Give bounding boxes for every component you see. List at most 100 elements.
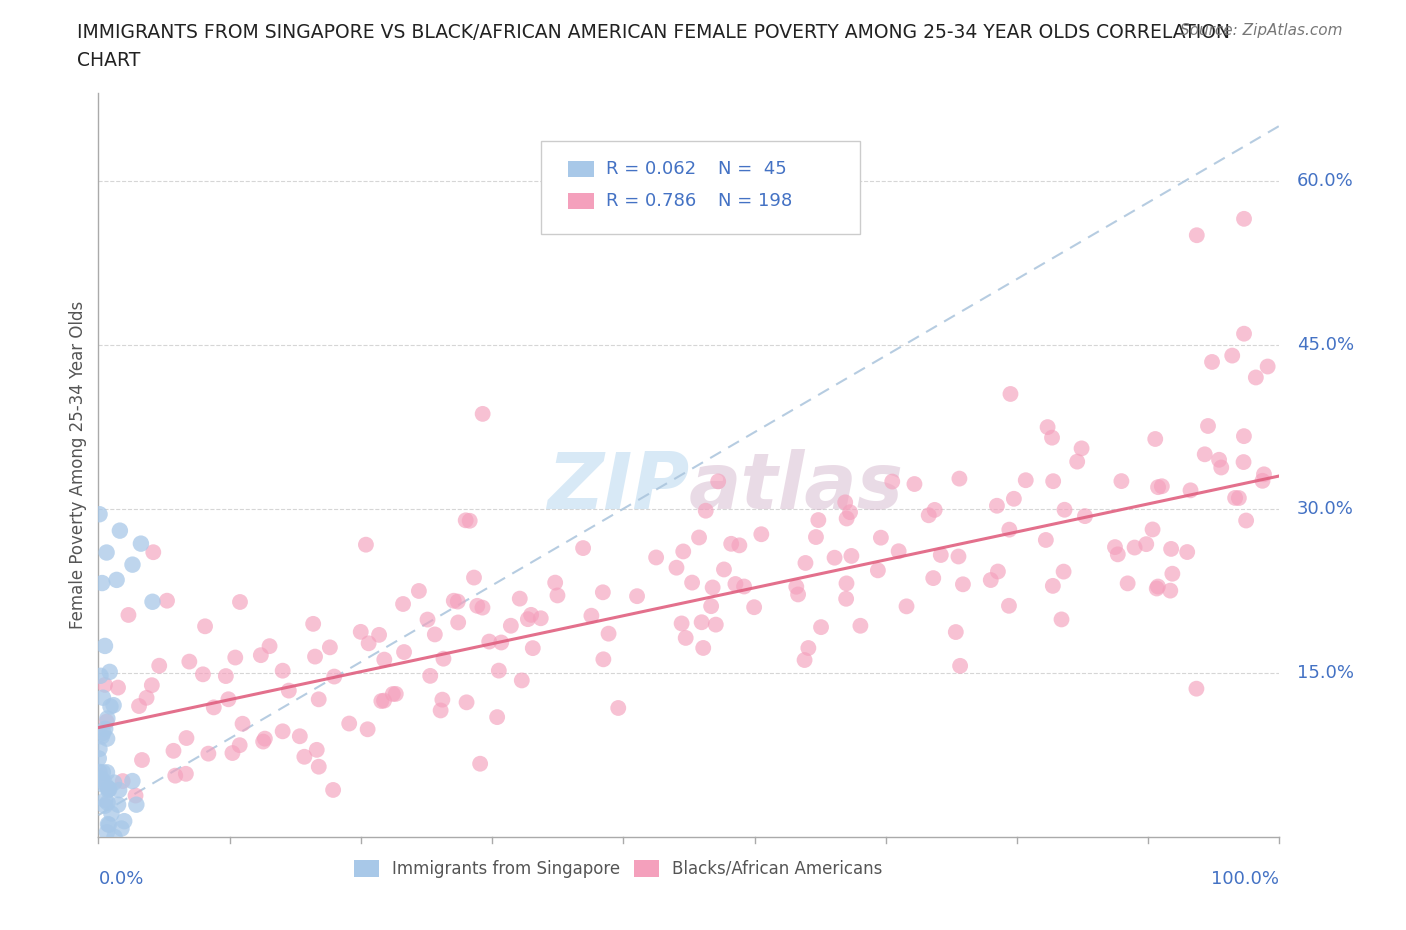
Point — [1104, 539, 1126, 554]
Point — [1144, 432, 1167, 446]
Point — [108, 524, 131, 538]
Point — [224, 650, 246, 665]
Point — [292, 750, 315, 764]
Point — [454, 512, 477, 527]
Point — [370, 694, 392, 709]
Point — [89, 764, 111, 779]
Point — [1015, 472, 1038, 487]
Point — [945, 625, 967, 640]
Point — [87, 751, 110, 765]
Text: R = 0.062: R = 0.062 — [606, 160, 696, 178]
Text: Source: ZipAtlas.com: Source: ZipAtlas.com — [1180, 23, 1343, 38]
Point — [94, 677, 117, 692]
Point — [530, 611, 553, 626]
Point — [1223, 490, 1246, 505]
Point — [835, 576, 858, 591]
Point — [841, 549, 863, 564]
Point — [1234, 513, 1257, 528]
Point — [125, 797, 148, 812]
Point — [866, 563, 889, 578]
Y-axis label: Female Poverty Among 25-34 Year Olds: Female Poverty Among 25-34 Year Olds — [69, 301, 87, 629]
Point — [373, 652, 395, 667]
Point — [191, 667, 214, 682]
Text: 30.0%: 30.0% — [1298, 499, 1354, 518]
Point — [1244, 370, 1267, 385]
Point — [1107, 547, 1129, 562]
Legend: Immigrants from Singapore, Blacks/African Americans: Immigrants from Singapore, Blacks/Africa… — [347, 853, 889, 884]
Point — [98, 664, 121, 679]
FancyBboxPatch shape — [568, 161, 595, 177]
Point — [793, 653, 815, 668]
Point — [707, 474, 730, 489]
Point — [97, 817, 120, 831]
Point — [117, 607, 139, 622]
Point — [121, 774, 143, 789]
Point — [322, 782, 344, 797]
Point — [253, 731, 276, 746]
Point — [1002, 491, 1025, 506]
Point — [392, 644, 415, 659]
Point — [468, 756, 491, 771]
Text: ZIP: ZIP — [547, 449, 689, 525]
Point — [489, 635, 512, 650]
Point — [319, 640, 342, 655]
Point — [471, 600, 494, 615]
Point — [458, 513, 481, 528]
Point — [131, 752, 153, 767]
Point — [304, 649, 326, 664]
Point — [700, 599, 723, 614]
Point — [1208, 452, 1230, 467]
Point — [499, 618, 522, 633]
Point — [96, 731, 118, 746]
Point — [96, 711, 118, 726]
Point — [592, 585, 614, 600]
Point — [1161, 566, 1184, 581]
Point — [1052, 565, 1074, 579]
Point — [1220, 348, 1243, 363]
Point — [111, 774, 134, 789]
Point — [598, 626, 620, 641]
Point — [1111, 473, 1133, 488]
Point — [96, 545, 118, 560]
Text: IMMIGRANTS FROM SINGAPORE VS BLACK/AFRICAN AMERICAN FEMALE POVERTY AMONG 25-34 Y: IMMIGRANTS FROM SINGAPORE VS BLACK/AFRIC… — [77, 23, 1230, 42]
Point — [1197, 418, 1219, 433]
Point — [688, 530, 710, 545]
Point — [675, 631, 697, 645]
Point — [1227, 491, 1250, 506]
Point — [1150, 479, 1173, 494]
Point — [742, 600, 765, 615]
Point — [882, 474, 904, 489]
Point — [179, 654, 201, 669]
Point — [90, 729, 112, 744]
Point — [217, 692, 239, 707]
Point — [419, 669, 441, 684]
Point — [834, 495, 856, 510]
Point — [443, 593, 465, 608]
Point — [128, 698, 150, 713]
Point — [308, 759, 330, 774]
Point — [986, 498, 1008, 513]
Text: 0.0%: 0.0% — [98, 870, 143, 888]
Point — [368, 628, 391, 643]
Point — [918, 508, 941, 523]
Point — [1146, 581, 1168, 596]
Point — [713, 562, 735, 577]
Point — [922, 571, 945, 586]
Text: CHART: CHART — [77, 51, 141, 70]
Point — [592, 652, 614, 667]
Text: 60.0%: 60.0% — [1298, 171, 1354, 190]
Point — [90, 771, 112, 786]
Point — [148, 658, 170, 673]
Point — [929, 548, 952, 563]
Point — [1253, 467, 1275, 482]
Point — [733, 579, 755, 594]
Point — [94, 722, 117, 737]
Point — [998, 598, 1021, 613]
Point — [165, 768, 187, 783]
Point — [141, 678, 163, 693]
Point — [1194, 447, 1216, 462]
Point — [1159, 583, 1181, 598]
Point — [1180, 483, 1202, 498]
Point — [607, 700, 630, 715]
Text: 45.0%: 45.0% — [1298, 336, 1354, 353]
